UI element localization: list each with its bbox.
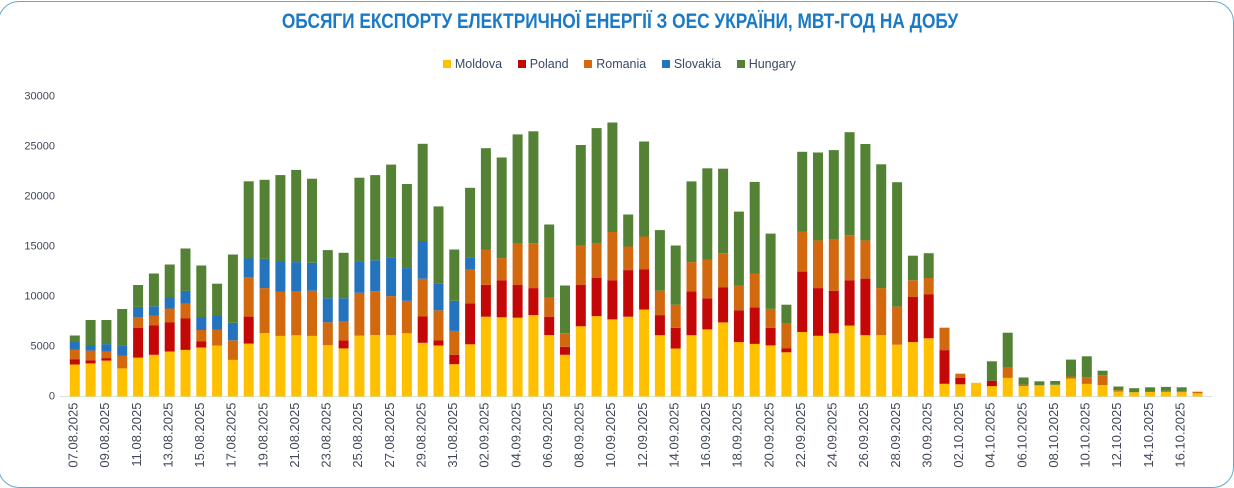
svg-text:24.09.2025: 24.09.2025	[825, 403, 840, 468]
svg-text:0: 0	[49, 391, 55, 403]
svg-text:5000: 5000	[31, 341, 55, 353]
svg-text:14.09.2025: 14.09.2025	[667, 403, 682, 468]
svg-text:10000: 10000	[24, 291, 55, 303]
svg-text:28.09.2025: 28.09.2025	[888, 403, 903, 468]
svg-text:21.08.2025: 21.08.2025	[287, 403, 302, 468]
svg-text:30000: 30000	[24, 91, 55, 103]
svg-text:12.09.2025: 12.09.2025	[635, 403, 650, 468]
svg-text:11.08.2025: 11.08.2025	[129, 403, 144, 467]
svg-text:25.08.2025: 25.08.2025	[350, 403, 365, 468]
svg-text:09.08.2025: 09.08.2025	[97, 403, 112, 468]
svg-text:18.09.2025: 18.09.2025	[730, 403, 745, 468]
svg-text:20.09.2025: 20.09.2025	[761, 403, 776, 468]
svg-text:10.10.2025: 10.10.2025	[1078, 403, 1093, 468]
svg-text:16.09.2025: 16.09.2025	[698, 403, 713, 468]
svg-text:15.08.2025: 15.08.2025	[192, 403, 207, 468]
svg-text:22.09.2025: 22.09.2025	[793, 403, 808, 468]
svg-text:06.09.2025: 06.09.2025	[540, 403, 555, 468]
svg-text:04.09.2025: 04.09.2025	[508, 403, 523, 468]
svg-text:13.08.2025: 13.08.2025	[160, 403, 175, 468]
svg-text:02.10.2025: 02.10.2025	[951, 403, 966, 468]
svg-text:15000: 15000	[24, 241, 55, 253]
svg-text:08.09.2025: 08.09.2025	[572, 403, 587, 468]
svg-text:02.09.2025: 02.09.2025	[477, 403, 492, 468]
svg-text:10.09.2025: 10.09.2025	[603, 403, 618, 468]
svg-text:17.08.2025: 17.08.2025	[224, 403, 239, 468]
svg-text:14.10.2025: 14.10.2025	[1141, 403, 1156, 468]
svg-text:27.08.2025: 27.08.2025	[382, 403, 397, 468]
svg-text:16.10.2025: 16.10.2025	[1173, 403, 1188, 468]
svg-text:25000: 25000	[24, 141, 55, 153]
svg-text:12.10.2025: 12.10.2025	[1109, 403, 1124, 468]
svg-text:07.08.2025: 07.08.2025	[66, 403, 81, 468]
svg-text:31.08.2025: 31.08.2025	[445, 403, 460, 468]
svg-text:19.08.2025: 19.08.2025	[255, 403, 270, 468]
svg-text:20000: 20000	[24, 191, 55, 203]
svg-text:08.10.2025: 08.10.2025	[1046, 403, 1061, 468]
svg-text:06.10.2025: 06.10.2025	[1014, 403, 1029, 468]
svg-text:30.09.2025: 30.09.2025	[920, 403, 935, 468]
svg-text:23.08.2025: 23.08.2025	[319, 403, 334, 468]
svg-text:26.09.2025: 26.09.2025	[856, 403, 871, 468]
svg-text:29.08.2025: 29.08.2025	[414, 403, 429, 468]
svg-text:04.10.2025: 04.10.2025	[983, 403, 998, 468]
